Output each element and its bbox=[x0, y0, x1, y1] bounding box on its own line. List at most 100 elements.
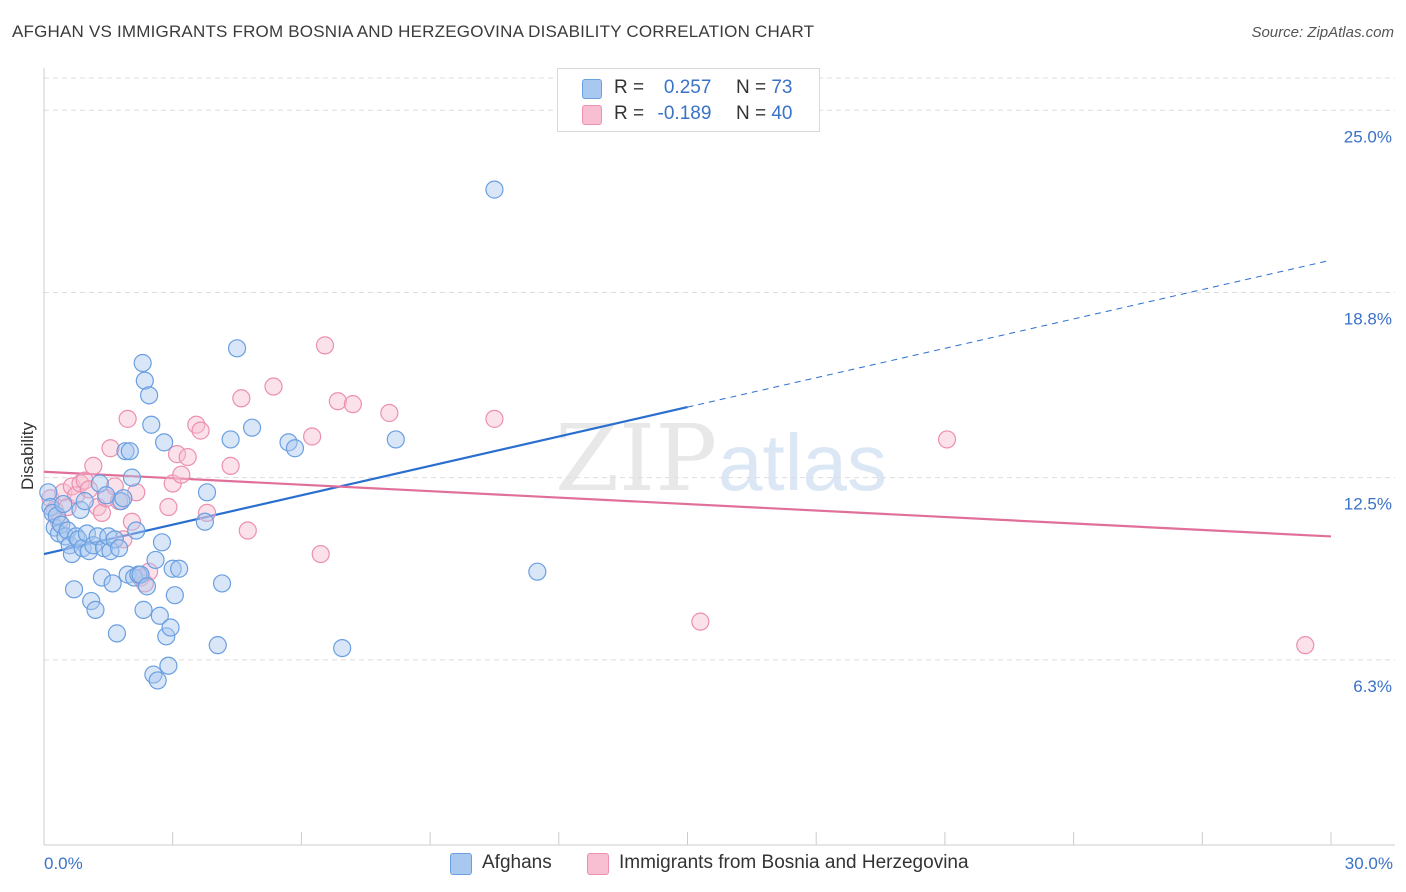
afghans-point bbox=[67, 527, 86, 546]
watermark-atlas: atlas bbox=[718, 418, 887, 507]
bosnia-point bbox=[84, 456, 103, 475]
axes bbox=[43, 68, 1395, 846]
afghans-point bbox=[140, 386, 159, 405]
afghans-point bbox=[163, 559, 182, 578]
bosnia-point bbox=[167, 445, 187, 464]
afghans-point bbox=[105, 530, 124, 549]
afghans-point bbox=[528, 562, 547, 581]
chart-source: Source: ZipAtlas.com bbox=[1251, 24, 1394, 41]
afghans-point bbox=[54, 494, 73, 514]
bosnia-point bbox=[101, 439, 120, 458]
legend-n-label-2: N = bbox=[735, 103, 767, 124]
afghans-point bbox=[221, 430, 240, 449]
bosnia-point bbox=[485, 409, 504, 428]
afghans-point bbox=[90, 474, 109, 493]
data-points bbox=[39, 180, 1315, 690]
bosnia-point bbox=[937, 430, 957, 449]
afghans-point bbox=[127, 521, 146, 540]
legend-swatch-pink bbox=[582, 105, 602, 125]
afghans-point bbox=[165, 586, 184, 605]
afghans-point bbox=[150, 606, 169, 625]
legend-r-label-2: R = bbox=[614, 103, 645, 124]
afghans-point bbox=[137, 577, 157, 596]
afghans-point bbox=[112, 492, 131, 511]
bosnia-point bbox=[343, 395, 362, 414]
afghans-point bbox=[285, 439, 305, 458]
bosnia-point bbox=[159, 497, 178, 517]
y-tick-label: 18.8% bbox=[1344, 309, 1392, 328]
y-tick-label: 12.5% bbox=[1344, 495, 1392, 514]
afghans-point bbox=[155, 433, 174, 452]
afghans-point bbox=[170, 559, 189, 578]
legend-n-value-1: 73 bbox=[771, 77, 793, 98]
bosnia-point bbox=[311, 544, 330, 564]
bosnia-point bbox=[238, 521, 257, 540]
afghans-point bbox=[114, 489, 133, 508]
afghans-point bbox=[84, 536, 103, 555]
afghans-trend-extension bbox=[687, 259, 1332, 408]
bosnia-point bbox=[191, 421, 210, 440]
bosnia-point bbox=[221, 456, 240, 475]
afghans-point bbox=[135, 371, 154, 390]
afghans-point bbox=[64, 580, 84, 599]
afghans-point bbox=[82, 591, 101, 611]
x-tick-label-max: 30.0% bbox=[1345, 854, 1393, 873]
bosnia-point bbox=[122, 512, 142, 531]
y-tick-label: 25.0% bbox=[1344, 127, 1392, 146]
afghans-point bbox=[227, 339, 247, 358]
afghans-point bbox=[152, 533, 172, 552]
afghans-point bbox=[386, 430, 405, 449]
legend-n-value-2: 40 bbox=[771, 103, 793, 124]
afghans-point bbox=[208, 636, 227, 655]
afghans-point bbox=[195, 512, 214, 531]
bosnia-point bbox=[315, 336, 335, 355]
afghans-point bbox=[116, 442, 135, 461]
afghans-point bbox=[333, 638, 352, 658]
afghans-point bbox=[131, 565, 150, 584]
bosnia-point bbox=[303, 427, 322, 446]
afghans-point bbox=[142, 415, 161, 434]
bottom-legend-label-afghans: Afghans bbox=[482, 852, 552, 873]
legend-box: R = 0.257 N = 73 R = -0.189 N = 40 bbox=[557, 68, 820, 132]
afghans-point bbox=[47, 506, 66, 525]
bosnia-point bbox=[79, 480, 99, 499]
afghans-trend-line bbox=[43, 406, 688, 556]
afghans-point bbox=[242, 418, 262, 437]
afghans-point bbox=[75, 492, 94, 511]
bosnia-point bbox=[328, 392, 347, 411]
bosnia-trend-line bbox=[43, 470, 1332, 538]
legend-swatch-blue bbox=[582, 79, 602, 99]
trend-lines bbox=[43, 259, 1332, 556]
afghans-point bbox=[103, 574, 122, 593]
bosnia-point bbox=[264, 377, 283, 396]
afghans-point bbox=[134, 600, 153, 619]
bosnia-point bbox=[380, 403, 399, 423]
bosnia-point bbox=[75, 471, 94, 490]
afghans-point bbox=[86, 600, 105, 619]
bosnia-point bbox=[92, 503, 112, 523]
watermark-zip: ZIP bbox=[555, 405, 717, 512]
tick-labels: 6.3% 12.5% 18.8% 25.0% 0.0% 30.0% bbox=[44, 127, 1393, 873]
afghans-point bbox=[146, 550, 165, 570]
afghans-point bbox=[148, 671, 167, 690]
afghans-point bbox=[71, 500, 90, 520]
chart-title: AFGHAN VS IMMIGRANTS FROM BOSNIA AND HER… bbox=[12, 22, 815, 41]
bosnia-point bbox=[118, 409, 137, 428]
afghans-point bbox=[159, 656, 178, 675]
afghans-point bbox=[133, 353, 152, 373]
legend-r-label-1: R = bbox=[614, 77, 645, 98]
y-tick-label: 6.3% bbox=[1353, 677, 1392, 696]
afghans-point bbox=[107, 624, 127, 643]
grid-lines bbox=[44, 77, 1395, 661]
bottom-legend-swatch-pink bbox=[587, 853, 609, 875]
x-tick-label-min: 0.0% bbox=[44, 854, 83, 873]
bosnia-point bbox=[691, 612, 710, 631]
afghans-point bbox=[77, 524, 97, 543]
bottom-legend-label-bosnia: Immigrants from Bosnia and Herzegovina bbox=[619, 852, 969, 873]
afghans-point bbox=[122, 468, 142, 487]
y-axis-label: Disability bbox=[18, 421, 37, 490]
bosnia-point bbox=[178, 447, 197, 467]
bosnia-point bbox=[232, 389, 251, 408]
bottom-legend-swatch-blue bbox=[450, 853, 472, 875]
